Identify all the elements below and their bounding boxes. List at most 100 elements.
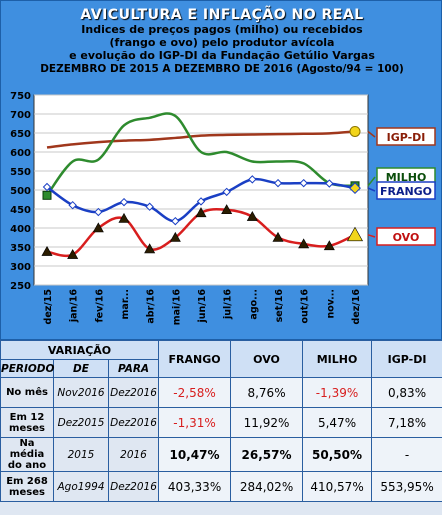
ovo-point <box>221 204 233 215</box>
frango-point <box>68 200 77 210</box>
subtitle-line-2: (frango e ovo) pelo produtor avícola <box>109 36 335 49</box>
igp-di-point <box>349 125 361 137</box>
cell-frango: 10,47% <box>158 437 232 472</box>
milho-point <box>42 190 52 200</box>
y-tick-label: 400 <box>10 224 31 235</box>
header-periodo: PERIODO <box>0 359 54 378</box>
row-para: Dez2016 <box>107 377 160 408</box>
ovo-point <box>169 231 181 242</box>
ovo-point <box>41 245 53 256</box>
ovo-point <box>118 212 130 223</box>
frango-point <box>171 216 180 226</box>
row-de: Ago1994 <box>53 471 109 502</box>
frango-point <box>42 182 52 192</box>
frango-point <box>145 202 154 211</box>
variation-table: VARIAÇÃO FRANGO OVO MILHO IGP-DI PERIODO… <box>0 340 442 502</box>
frango-point <box>222 187 231 197</box>
x-tick-label: nov... <box>325 289 336 319</box>
y-tick-label: 750 <box>10 91 31 102</box>
cell-milho: 5,47% <box>302 407 373 438</box>
y-tick-label: 550 <box>10 167 31 178</box>
legend-leader <box>367 187 376 192</box>
chart-title: AVICULTURA E INFLAÇÃO NO REAL <box>80 7 364 23</box>
x-tick-label: dez/15 <box>43 289 54 324</box>
cell-milho: 410,57% <box>302 471 373 502</box>
table-row: Em 12 meses Dez2015 Dez2016 -1,31% 11,92… <box>0 407 442 438</box>
legend-label: OVO <box>393 231 420 244</box>
cell-milho: -1,39% <box>302 377 373 408</box>
row-para: Dez2016 <box>107 407 160 438</box>
cell-frango: -1,31% <box>158 407 232 438</box>
ovo-point <box>246 210 258 221</box>
milho-line <box>45 112 356 197</box>
x-tick-label: fev/16 <box>94 289 105 323</box>
ovo-point <box>272 231 284 242</box>
header-para: PARA <box>107 359 160 378</box>
frango-point <box>196 197 206 206</box>
ovo-point <box>67 248 79 259</box>
row-para: Dez2016 <box>107 471 160 502</box>
x-tick-label: jan/16 <box>69 289 80 324</box>
x-tick-label: ago... <box>248 289 259 320</box>
legend-box <box>376 181 436 200</box>
row-label: Em 268 meses <box>0 471 54 502</box>
y-tick-label: 250 <box>10 281 31 292</box>
row-label: No mês <box>0 377 54 408</box>
x-tick-label: dez/16 <box>351 289 362 325</box>
y-tick-label: 450 <box>10 205 31 216</box>
ovo-point <box>298 238 310 249</box>
cell-igp-di: - <box>371 437 442 472</box>
ovo-point <box>346 226 364 242</box>
legend-box <box>376 127 436 146</box>
igp-di-line <box>46 130 356 149</box>
legend-label: IGP-DI <box>387 131 426 144</box>
x-tick-label: out/16 <box>300 289 311 324</box>
subtitle-line-4: DEZEMBRO DE 2015 A DEZEMBRO DE 2016 (Ago… <box>40 63 404 75</box>
x-tick-label: jul/16 <box>223 289 234 320</box>
row-para: 2016 <box>107 437 160 472</box>
row-label: Na média do ano <box>0 437 54 472</box>
y-tick-label: 350 <box>10 243 31 254</box>
frango-point <box>299 178 308 188</box>
ovo-point <box>323 240 335 251</box>
frango-point <box>349 182 361 195</box>
header-variacao: VARIAÇÃO <box>0 340 160 360</box>
cell-frango: 403,33% <box>158 471 232 502</box>
x-tick-label: mar... <box>120 289 131 319</box>
legend-box <box>376 227 436 246</box>
header-frango: FRANGO <box>158 340 232 378</box>
header-de: DE <box>53 359 109 378</box>
chart-panel: AVICULTURA E INFLAÇÃO NO REAL Indices de… <box>0 0 442 340</box>
y-tick-label: 600 <box>10 148 31 159</box>
frango-point <box>119 197 129 207</box>
cell-frango: -2,58% <box>158 377 232 408</box>
y-tick-label: 650 <box>10 129 31 140</box>
row-label: Em 12 meses <box>0 407 54 438</box>
subtitle-line-1: Indices de preços pagos (milho) ou receb… <box>81 23 363 36</box>
line-chart: 250 300 350 400 450 500 550 600 650 700 750 dez/15 j… <box>10 91 436 326</box>
row-de: 2015 <box>53 437 109 472</box>
subtitle-line-3: e evolução do IGP-DI da Fundação Getúlio… <box>69 49 375 62</box>
table-row: No mês Nov2016 Dez2016 -2,58% 8,76% -1,3… <box>0 377 442 408</box>
variation-table-panel: VARIAÇÃO FRANGO OVO MILHO IGP-DI PERIODO… <box>0 340 442 515</box>
ovo-point <box>144 243 156 254</box>
y-tick-label: 700 <box>10 110 31 121</box>
frango-point <box>94 207 103 217</box>
frango-point <box>273 178 283 188</box>
header-igp-di: IGP-DI <box>371 340 442 378</box>
table-row: Na média do ano 2015 2016 10,47% 26,57% … <box>0 437 442 472</box>
y-tick-label: 500 <box>10 186 31 197</box>
legend-leader <box>367 234 376 238</box>
table-row: Em 268 meses Ago1994 Dez2016 403,33% 284… <box>0 471 442 502</box>
frango-point <box>325 179 334 188</box>
cell-ovo: 284,02% <box>230 471 304 502</box>
frango-point <box>248 175 257 184</box>
x-tick-label: set/16 <box>274 289 285 323</box>
row-de: Nov2016 <box>53 377 109 408</box>
x-tick-label: jun/16 <box>197 289 208 324</box>
legend-leader <box>367 130 376 138</box>
cell-ovo: 8,76% <box>230 377 304 408</box>
ovo-point <box>195 207 207 218</box>
x-tick-label: mai/16 <box>171 289 182 326</box>
cell-igp-di: 0,83% <box>371 377 442 408</box>
